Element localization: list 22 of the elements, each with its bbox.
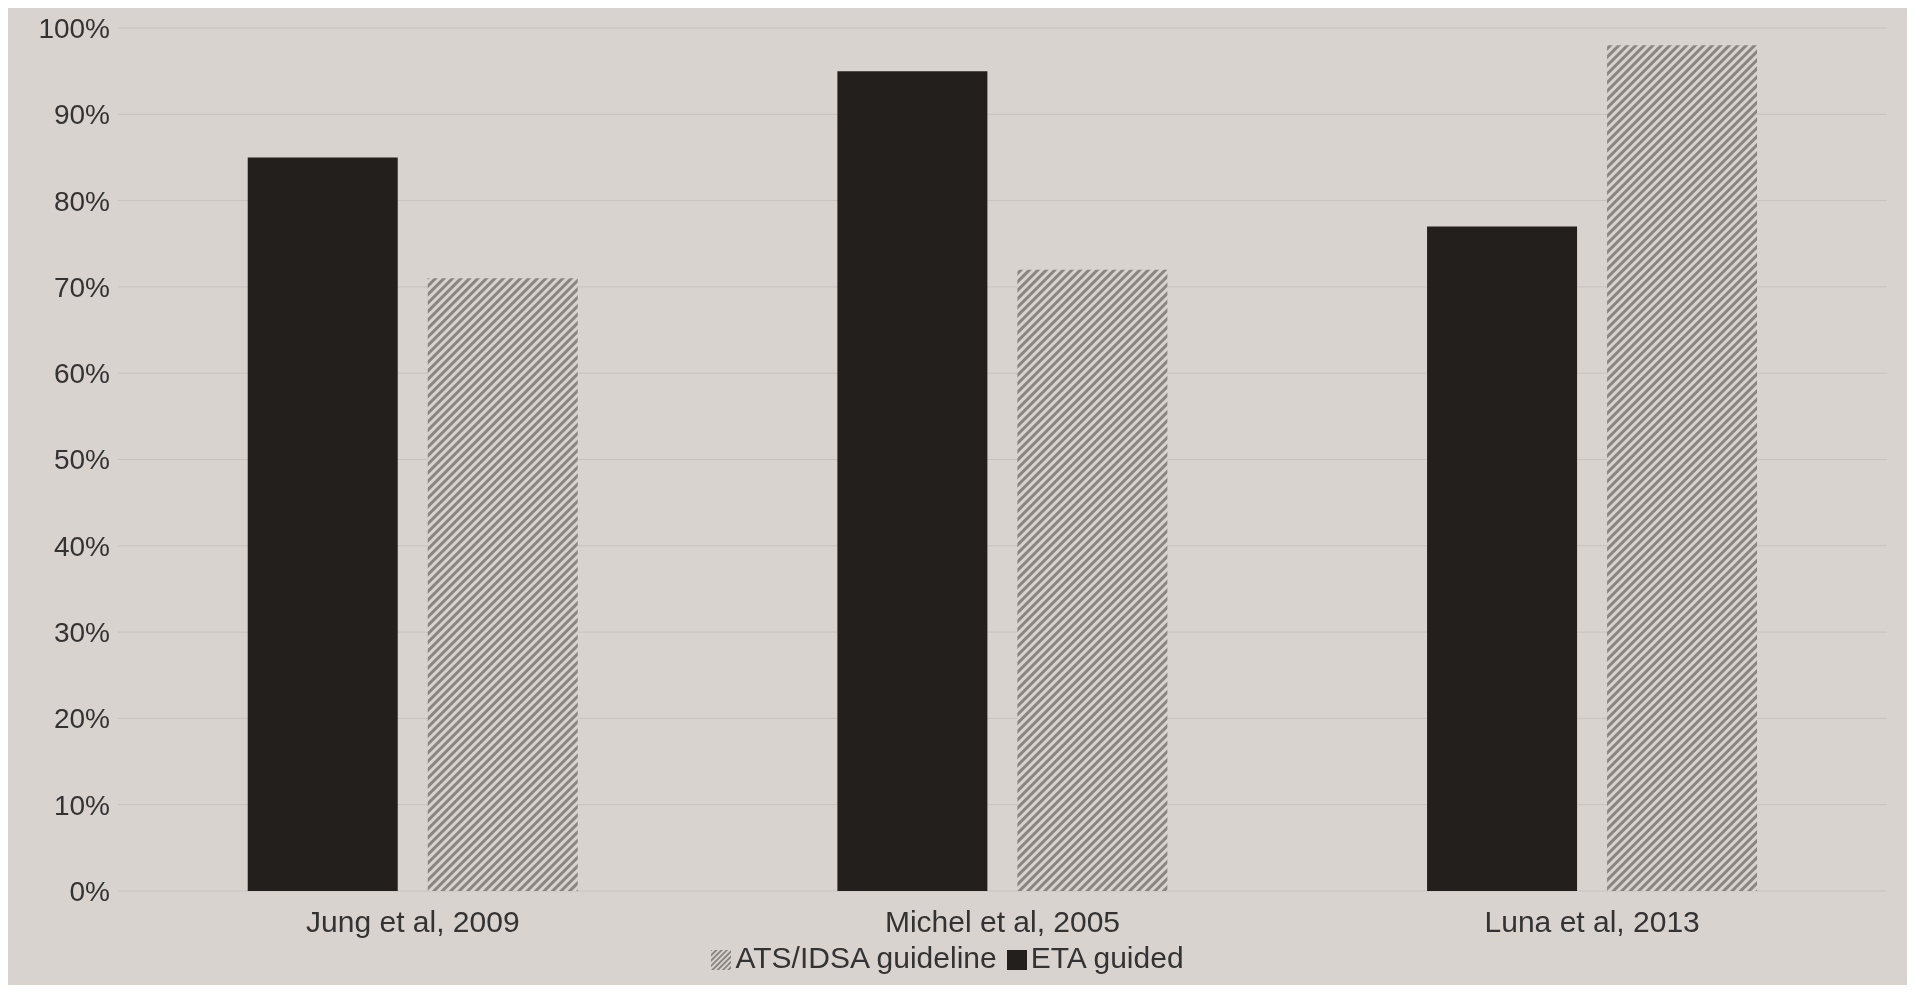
bar (1017, 269, 1168, 891)
y-tick-label: 30% (53, 617, 110, 649)
bar (1427, 226, 1578, 891)
bar (427, 278, 578, 891)
y-tick-label: 0% (69, 875, 110, 907)
bar (1607, 45, 1758, 891)
y-tick-label: 70% (53, 271, 110, 303)
y-tick-label: 50% (53, 444, 110, 476)
legend-label: ETA guided (1030, 941, 1184, 974)
bar (247, 157, 398, 891)
x-tick-label: Luna et al, 2013 (1484, 905, 1700, 939)
x-tick-label: Michel et al, 2005 (884, 905, 1121, 939)
y-tick-label: 90% (53, 99, 110, 131)
y-tick-label: 20% (53, 703, 110, 735)
x-tick-label: Jung et al, 2009 (306, 905, 520, 939)
y-tick-label: 40% (53, 530, 110, 562)
y-tick-label: 60% (53, 358, 110, 390)
y-tick-label: 80% (53, 185, 110, 217)
bar (837, 71, 988, 891)
legend-label: ATS/IDSA guideline (735, 941, 997, 974)
y-tick-label: 100% (38, 12, 110, 44)
y-tick-label: 10% (53, 789, 110, 821)
